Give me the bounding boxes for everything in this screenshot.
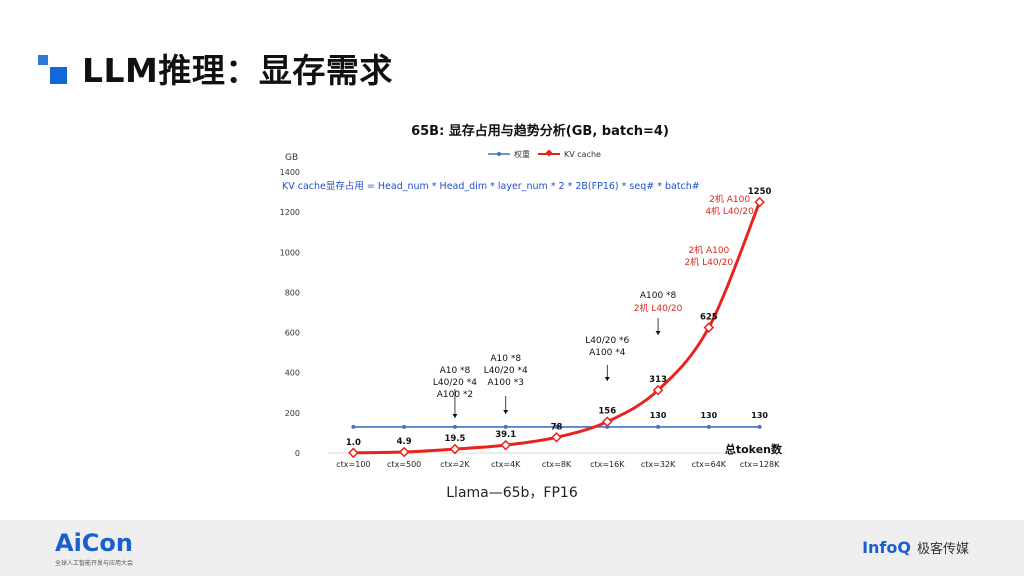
chart-title: 65B: 显存占用与趋势分析(GB, batch=4) [411,124,669,139]
annotation-text: A100 *8 [640,291,677,301]
annotation-arrow-head [655,331,661,335]
kv-point [500,439,512,451]
y-tick-label: 400 [285,369,300,378]
x-tick-label: ctx=64K [692,460,727,469]
annotation-text: 2机 L40/20 [634,302,683,314]
y-tick-label: 200 [285,409,300,418]
kv-point [601,416,613,427]
x-tick-label: ctx=16K [590,460,625,469]
kv-point [398,446,410,458]
kv-data-label: 39.1 [495,430,516,440]
annotation-arrow-head [503,410,509,414]
x-tick-label: ctx=500 [387,460,421,469]
weight-point [402,424,407,429]
annotation-text: 2机 A100 [688,244,729,256]
x-tick-label: ctx=128K [740,460,780,469]
slide-title: LLM推理：显存需求 [82,51,393,90]
formula-text: KV cache显存占用 = Head_num * Head_dim * lay… [282,180,700,192]
legend-kv-label: KV cache [564,150,601,159]
kv-point [652,384,664,396]
weight-point [706,424,711,429]
weight-point [656,424,661,429]
footer: AiCon 全球人工智能开发与应用大会 InfoQ 极客传媒 [0,520,1024,576]
y-tick-label: 0 [295,449,300,458]
slide-header: LLM推理：显存需求 [38,46,393,90]
x-tick-label: ctx=100 [336,460,370,469]
legend-weight-marker [497,152,501,156]
y-tick-label: 800 [285,288,300,297]
chart: 65B: 显存占用与趋势分析(GB, batch=4) 0 200 400 600 80… [270,110,810,490]
annotation-text: A100 *3 [488,378,524,388]
kv-data-label: 625 [700,313,718,323]
aicon-logo-subtitle: 全球人工智能开发与应用大会 [55,560,134,567]
aicon-logo: AiCon 全球人工智能开发与应用大会 [55,530,133,567]
annotation-text: A10 *8 [490,354,521,364]
infoq-logo: InfoQ 极客传媒 [862,538,969,557]
y-axis-label: GB [285,153,298,163]
infoq-logo-subtitle: 极客传媒 [916,542,969,557]
infoq-logo-text: InfoQ [862,538,911,557]
weight-point [452,424,457,429]
annotation-text: L40/20 *4 [484,366,528,376]
x-tick-label: ctx=8K [542,460,572,469]
weight-point [757,424,762,429]
y-tick-label: 600 [285,329,300,338]
y-tick-label: 1200 [280,208,300,217]
annotation-text: 4机 L40/20 [705,205,754,217]
weight-point [351,424,356,429]
x-tick-label: ctx=4K [491,460,521,469]
legend-kv-marker [545,149,553,157]
annotation-text: A100 *4 [589,348,626,358]
kv-point [703,322,715,333]
legend-weight-label: 权重 [514,149,530,159]
annotation-text: A10 *8 [440,366,471,376]
annotation-text: L40/20 *4 [433,378,477,388]
kv-data-label: 313 [649,375,667,385]
annotation-text: L40/20 *6 [585,336,629,346]
weight-data-label: 130 [650,411,667,420]
x-tick-label: ctx=2K [440,460,470,469]
chart-svg: 0 200 400 600 800 1000 1200 1400 GB ctx=100 ctx=50… [280,149,785,469]
aicon-logo-text: AiCon [55,529,133,557]
kv-data-label: 156 [598,407,616,417]
x-tick-label: ctx=32K [641,460,676,469]
kv-point [449,443,461,455]
kv-data-label: 4.9 [397,437,412,447]
weight-point [503,424,508,429]
weight-data-label: 130 [751,411,768,420]
kv-data-label: 19.5 [444,434,465,444]
brand-squares-icon [38,51,72,85]
kv-point [754,196,765,208]
annotation-text: 2机 A100 [709,193,750,205]
weight-data-label: 130 [700,411,717,420]
x-axis-label: 总token数 [725,442,783,456]
annotation-arrow-head [452,414,458,418]
weight-point [554,424,559,429]
kv-point [348,447,359,459]
annotation-arrow-head [604,377,610,381]
annotation-text: 2机 L40/20 [685,256,734,268]
chart-caption: Llama—65b，FP16 [446,485,578,501]
y-tick-label: 1000 [280,248,300,257]
kv-data-label: 1.0 [346,438,361,448]
series-kv-line [353,201,762,455]
y-tick-label: 1400 [280,168,300,177]
kv-point [551,432,562,443]
kv-data-label: 1250 [748,187,772,197]
kv-data-label: 78 [551,422,563,432]
